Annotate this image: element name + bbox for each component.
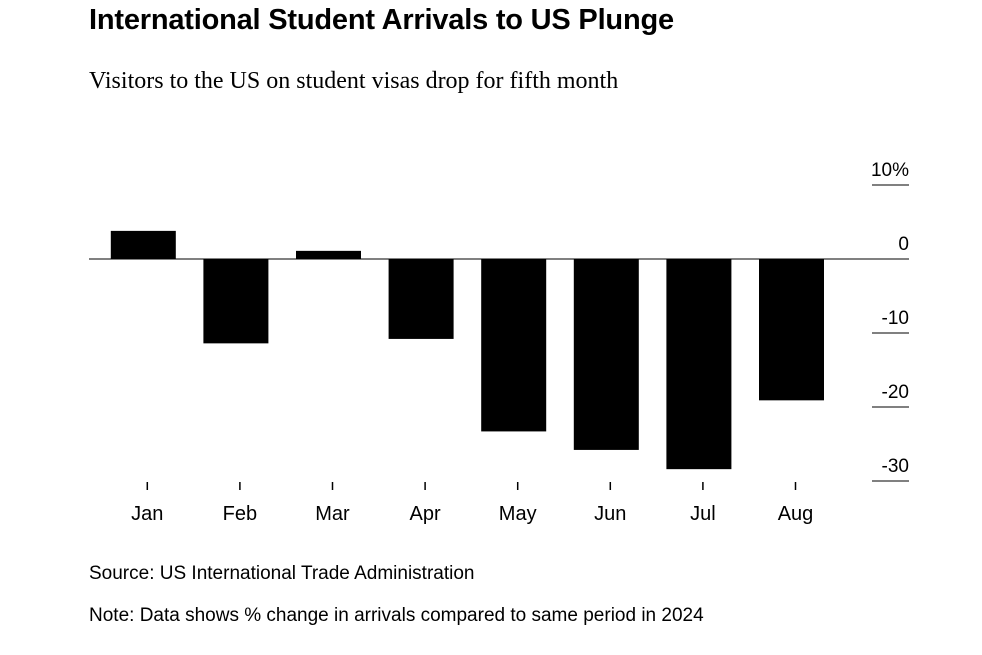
x-tick-label-feb: Feb (223, 503, 257, 525)
x-tick-label-apr: Apr (410, 503, 441, 525)
bar-may (481, 259, 547, 432)
y-tick-label: 0 (898, 234, 909, 255)
y-tick-label: 10% (871, 160, 909, 181)
chart-title: International Student Arrivals to US Plu… (89, 4, 674, 36)
bar-mar (296, 250, 361, 259)
x-tick-label-jan: Jan (131, 503, 163, 525)
bars-group (110, 230, 824, 470)
x-axis: Jan Feb Mar Apr May Jun Jul Aug (131, 482, 813, 525)
y-tick-label: -20 (882, 382, 909, 403)
x-tick-label-aug: Aug (778, 503, 814, 525)
x-tick-label-jun: Jun (594, 503, 626, 525)
bar-jan (110, 230, 176, 259)
chart-subtitle: Visitors to the US on student visas drop… (89, 68, 619, 94)
footnote: Note: Data shows % change in arrivals co… (89, 605, 704, 626)
source-note: Source: US International Trade Administr… (89, 563, 475, 584)
x-tick-label-may: May (499, 503, 537, 525)
bar-jul (666, 259, 732, 470)
bar-apr (388, 259, 454, 339)
bar-jun (573, 259, 639, 450)
y-tick-label: -30 (882, 456, 909, 477)
bar-feb (203, 259, 269, 344)
x-tick-label-jul: Jul (690, 503, 716, 525)
y-tick-label: -10 (882, 308, 909, 329)
y-axis: 10% 0 -10 -20 -30 (871, 160, 909, 482)
x-tick-label-mar: Mar (315, 503, 350, 525)
bar-aug (759, 259, 824, 401)
